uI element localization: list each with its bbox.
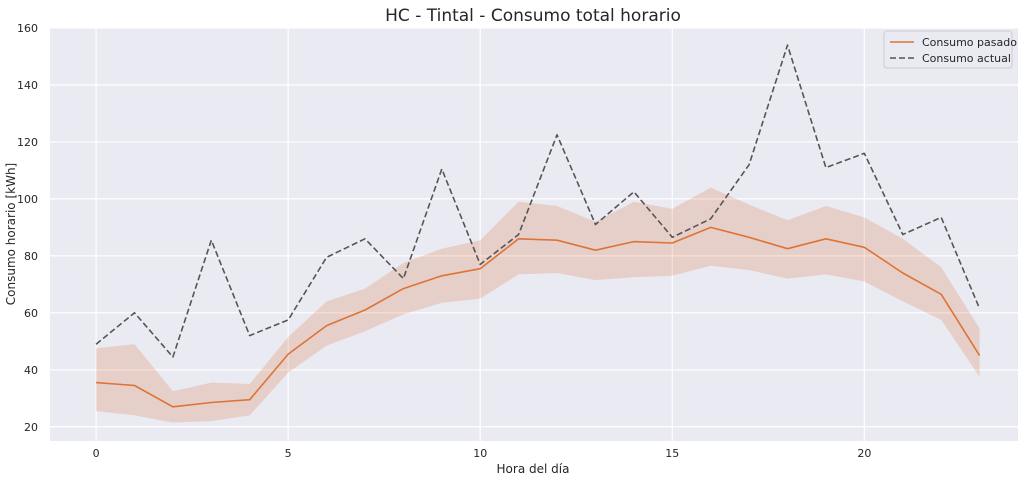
y-tick-label: 60 (24, 307, 38, 320)
band-consumo-pasado (96, 187, 980, 423)
x-tick-label: 5 (285, 447, 292, 460)
line-consumo-actual (95, 44, 981, 358)
y-tick-label: 80 (24, 250, 38, 263)
line-consumo-pasado (96, 226, 981, 408)
legend-label-consumo-actual: Consumo actual (922, 52, 1011, 65)
series-lines (95, 44, 981, 408)
x-tick-label: 20 (857, 447, 871, 460)
y-tick-labels: 20 40 60 80 100 120 140 160 (17, 22, 38, 434)
x-axis-label: Hora del día (497, 462, 570, 476)
y-tick-label: 40 (24, 364, 38, 377)
y-tick-label: 120 (17, 136, 38, 149)
x-tick-label: 15 (665, 447, 679, 460)
legend-box (883, 30, 1013, 69)
y-tick-label: 140 (17, 79, 38, 92)
x-tick-labels: 0 5 10 15 20 (93, 447, 872, 460)
legend-label-consumo-pasado: Consumo pasado (922, 36, 1017, 49)
x-tick-label: 10 (473, 447, 487, 460)
y-tick-label: 100 (17, 193, 38, 206)
chart-title: HC - Tintal - Consumo total horario (385, 6, 681, 26)
confidence-band (96, 187, 980, 423)
x-tick-label: 0 (93, 447, 100, 460)
plot-area (50, 28, 1018, 441)
legend: Consumo pasado Consumo actual (883, 30, 1017, 69)
y-tick-label: 20 (24, 421, 38, 434)
grid (50, 27, 1018, 441)
y-tick-label: 160 (17, 22, 38, 35)
y-axis-label: Consumo horario [kWh] (4, 163, 18, 305)
